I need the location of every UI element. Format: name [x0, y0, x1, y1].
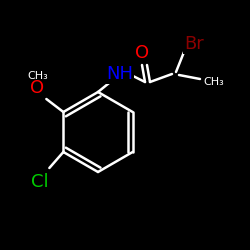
Text: Br: Br: [184, 35, 204, 53]
Text: NH: NH: [106, 65, 134, 83]
Text: CH₃: CH₃: [203, 77, 224, 87]
Text: O: O: [30, 79, 44, 97]
Text: CH₃: CH₃: [27, 71, 48, 81]
Text: O: O: [135, 44, 149, 62]
Text: Cl: Cl: [30, 173, 48, 191]
